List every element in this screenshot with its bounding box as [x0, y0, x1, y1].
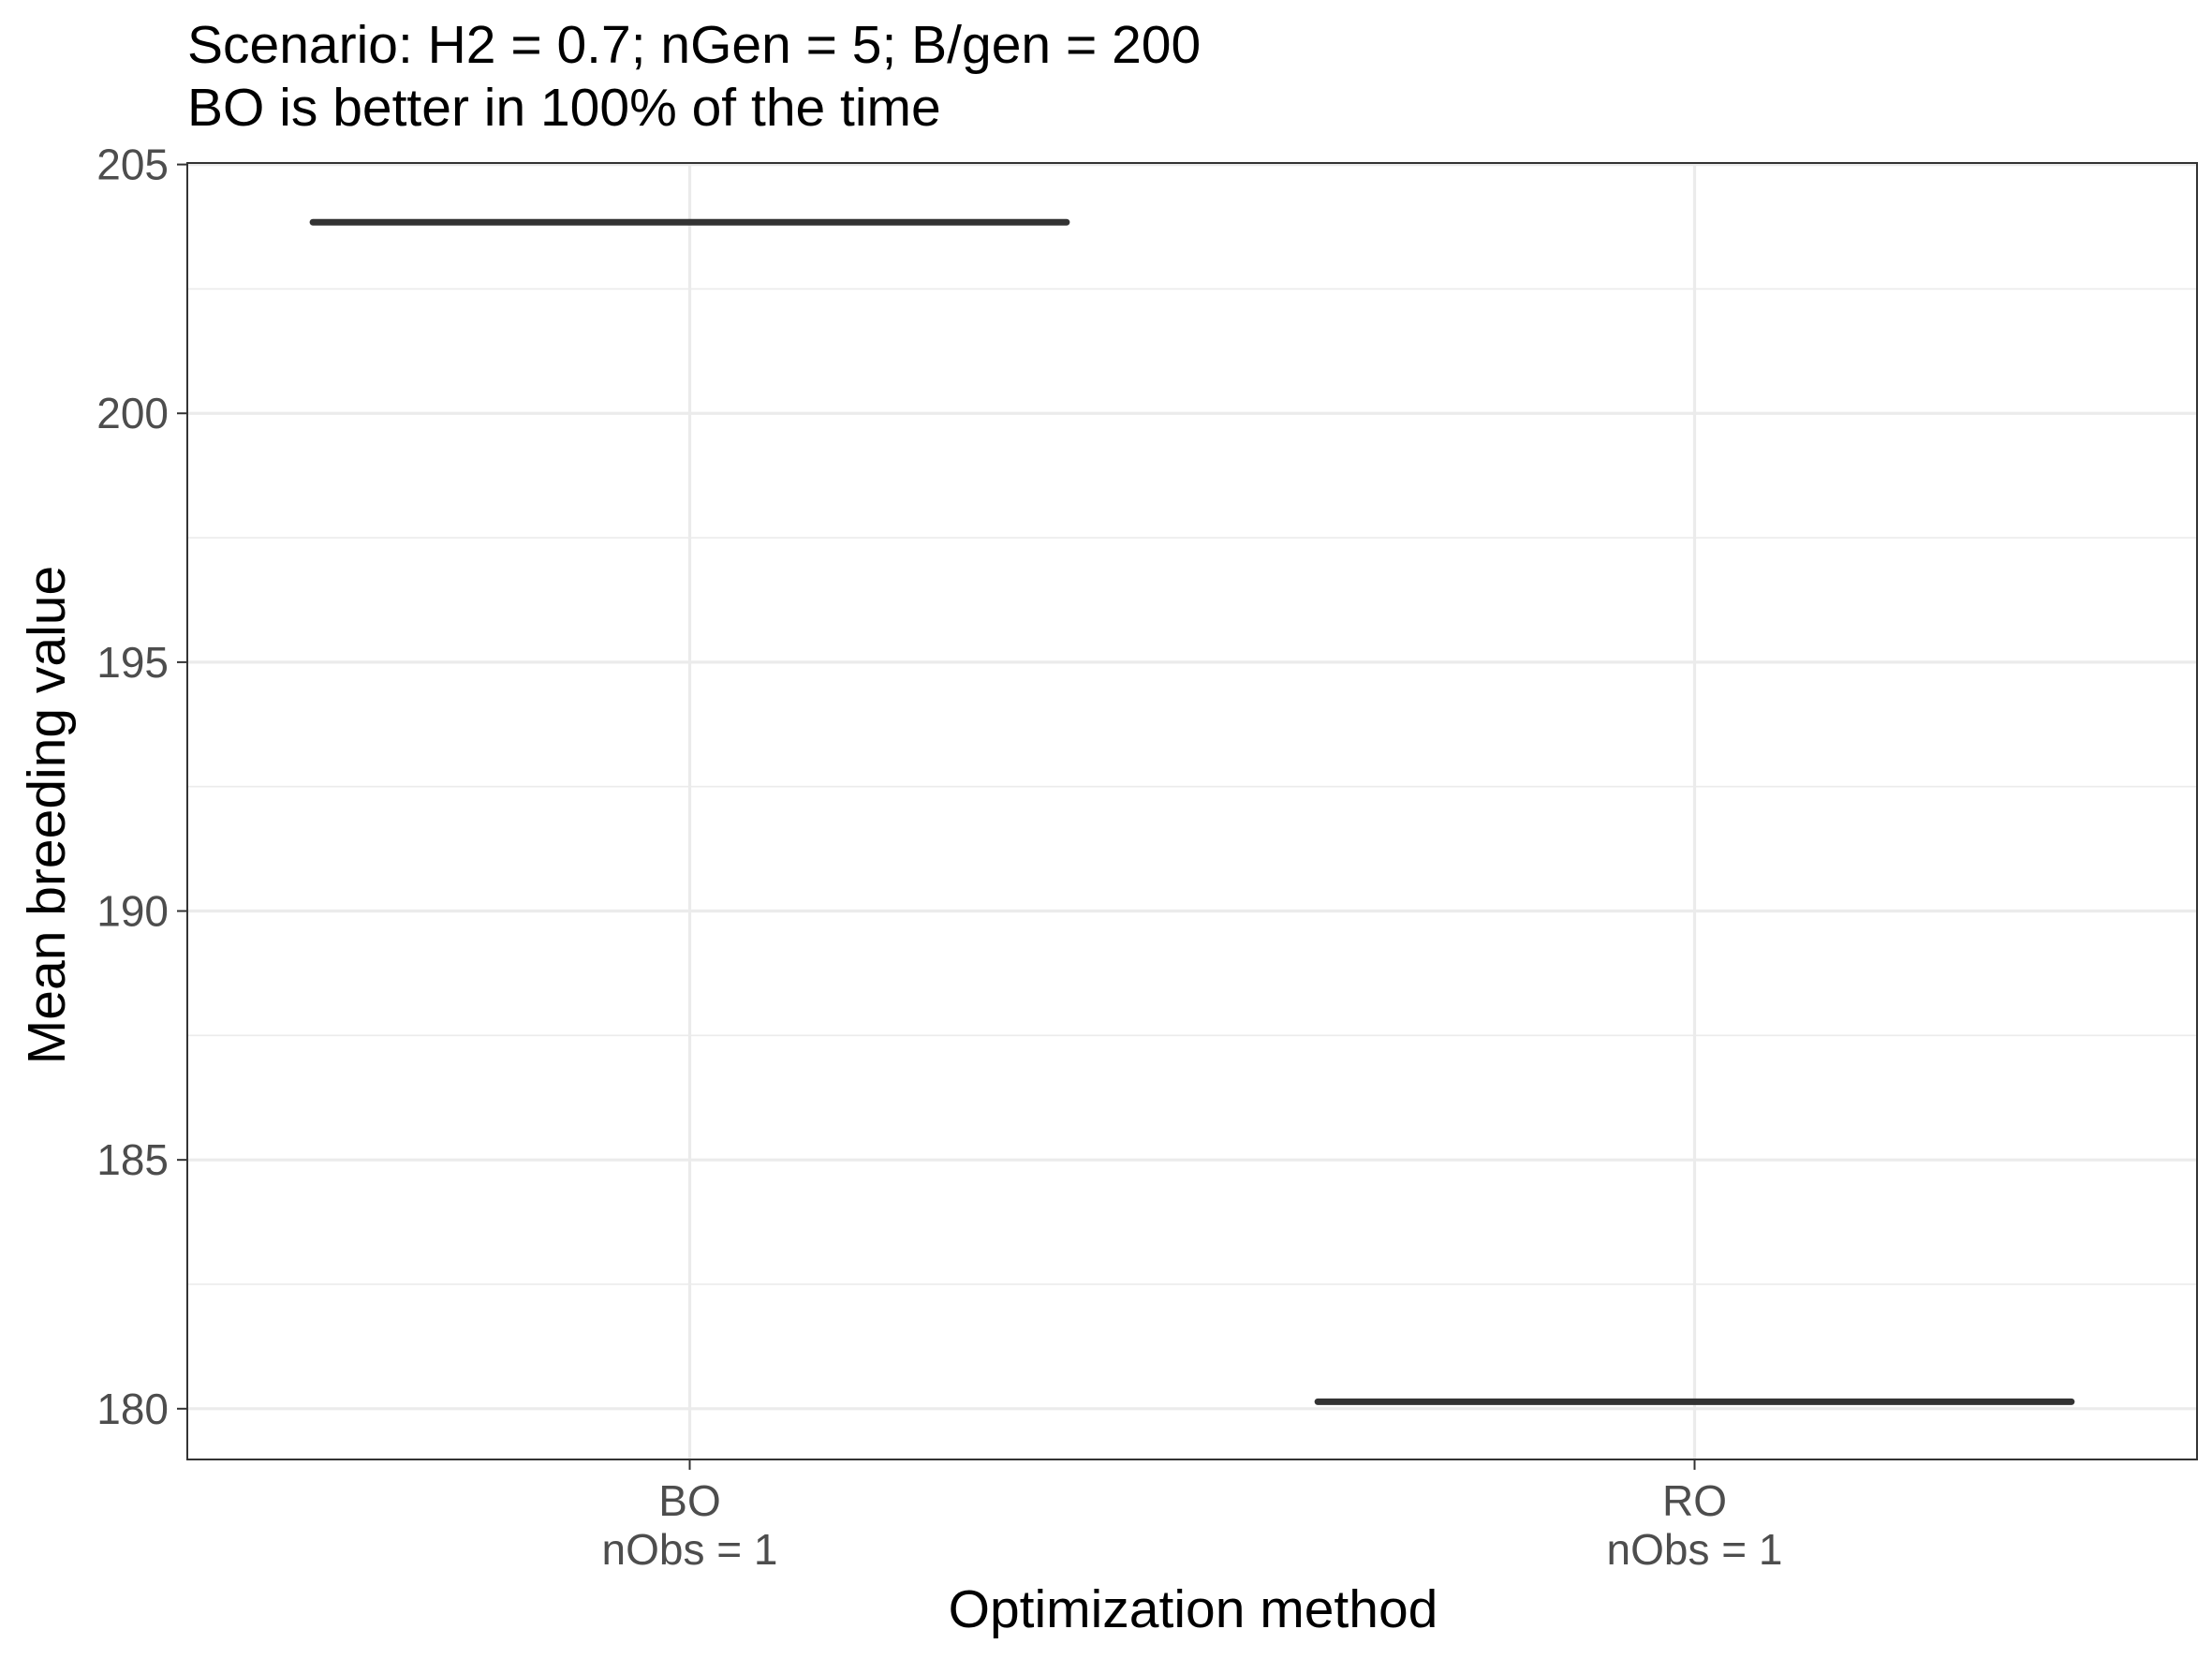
- marks-layer: [309, 218, 2075, 1405]
- y-tick-label: 200: [96, 389, 169, 437]
- y-tick-label: 205: [96, 141, 169, 189]
- x-axis-title: Optimization method: [949, 1579, 1438, 1639]
- y-tick-label: 190: [96, 887, 169, 936]
- x-tick-sublabel: nObs = 1: [602, 1525, 778, 1574]
- plot-panel-border: [186, 162, 2198, 1460]
- chart-title: Scenario: H2 = 0.7; nGen = 5; B/gen = 20…: [187, 15, 1201, 75]
- x-tick-label: BO: [658, 1476, 720, 1525]
- grid-layer: [187, 162, 2197, 1459]
- x-tick-sublabel: nObs = 1: [1607, 1525, 1783, 1574]
- y-tick-label: 185: [96, 1135, 169, 1184]
- chart-subtitle: BO is better in 100% of the time: [187, 78, 941, 138]
- y-tick-label: 180: [96, 1385, 169, 1433]
- y-axis-title: Mean breeding value: [17, 566, 77, 1064]
- x-tick-label: RO: [1662, 1476, 1727, 1525]
- y-tick-label: 195: [96, 638, 169, 687]
